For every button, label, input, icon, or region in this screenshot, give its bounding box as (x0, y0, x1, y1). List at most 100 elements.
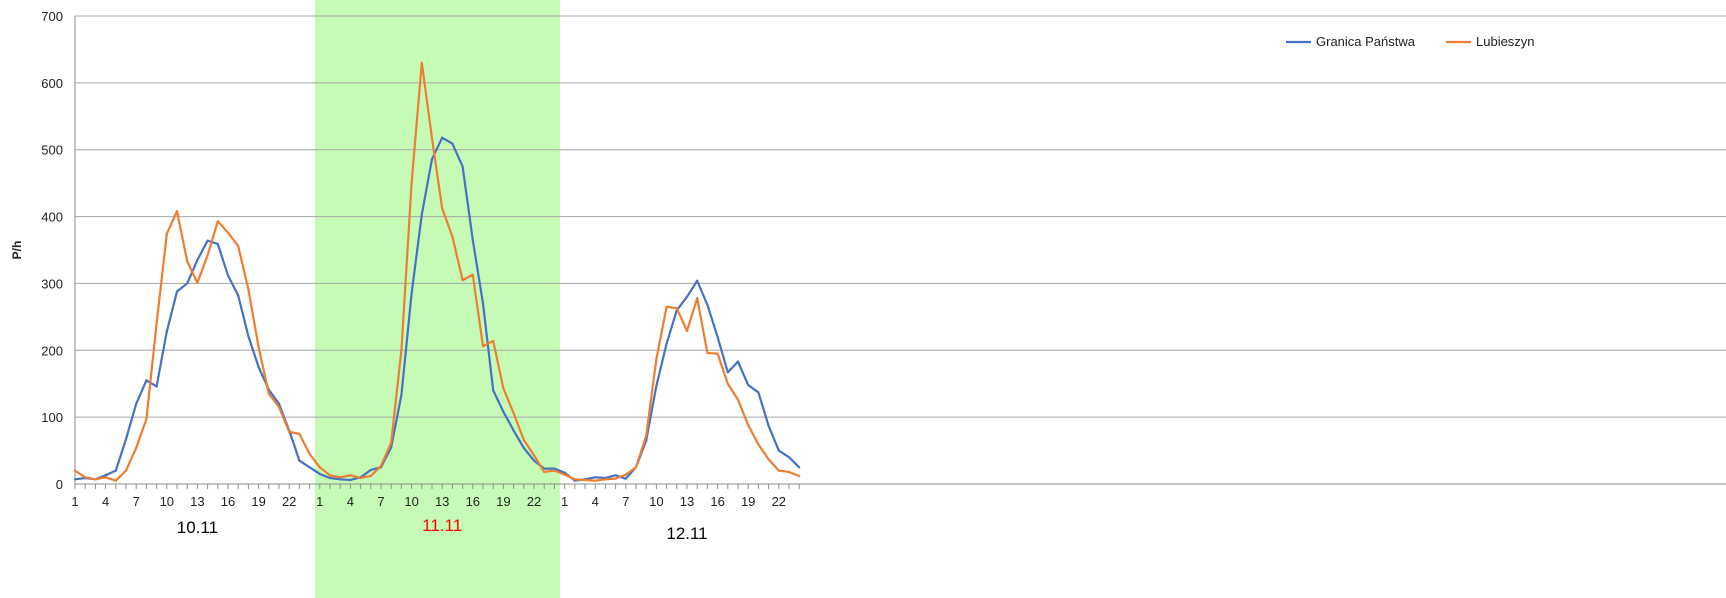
data-point (675, 307, 678, 310)
y-tick-label: 200 (41, 343, 63, 358)
data-point (328, 474, 332, 477)
day-label-11.11: 11.11 (422, 516, 462, 535)
data-point (196, 258, 199, 262)
x-tick-label: 22 (282, 494, 296, 509)
x-tick-label: 16 (710, 494, 724, 509)
data-point (206, 254, 209, 257)
data-point (359, 476, 362, 480)
data-point (736, 360, 740, 363)
data-point (502, 410, 505, 413)
data-point (716, 352, 719, 355)
data-point (645, 434, 648, 437)
data-point (308, 452, 311, 456)
data-point (104, 474, 107, 477)
data-point (767, 458, 770, 461)
data-point (563, 471, 566, 474)
data-point (471, 238, 474, 242)
x-tick-label: 1 (71, 494, 78, 509)
data-point (257, 345, 260, 349)
y-tick-label: 100 (41, 410, 63, 425)
data-point (186, 282, 189, 285)
y-tick-label: 300 (41, 276, 63, 291)
legend-entry: Lubieszyn (1476, 34, 1535, 49)
data-point (614, 477, 617, 480)
data-point (196, 281, 199, 284)
data-point (339, 478, 342, 481)
x-tick-label: 4 (592, 494, 599, 509)
data-point (73, 469, 77, 472)
data-point (94, 478, 97, 481)
data-point (247, 288, 250, 291)
data-point (461, 278, 464, 282)
y-tick-label: 400 (41, 210, 63, 225)
data-point (522, 446, 525, 449)
data-point (237, 244, 240, 248)
data-point (798, 466, 801, 469)
data-point (798, 474, 801, 478)
highlight-band-11.11 (314, 0, 560, 598)
data-point (226, 274, 230, 277)
data-point (277, 406, 281, 409)
x-tick-label: 4 (347, 494, 354, 509)
data-point (206, 239, 209, 242)
data-point (400, 393, 403, 397)
data-point (328, 476, 332, 480)
data-point (441, 136, 444, 139)
data-point (665, 342, 668, 345)
data-point (563, 473, 566, 476)
data-point (175, 210, 179, 213)
data-point (685, 329, 689, 332)
y-tick-label: 700 (41, 9, 63, 24)
x-tick-label: 10 (404, 494, 418, 509)
data-point (787, 456, 791, 459)
data-point (696, 297, 699, 300)
series-line-1 (74, 61, 800, 482)
data-point (481, 345, 485, 348)
day-label-10.11: 10.11 (177, 518, 218, 537)
data-point (124, 469, 128, 472)
data-point (410, 182, 413, 185)
data-point (430, 157, 434, 161)
data-point (706, 351, 709, 355)
data-point (318, 466, 321, 469)
data-point (308, 466, 311, 469)
data-point (339, 476, 342, 479)
data-point (492, 339, 495, 343)
data-point (532, 454, 536, 457)
data-point (767, 424, 770, 427)
legend-entry: Granica Państwa (1316, 34, 1416, 49)
data-point (349, 478, 352, 482)
data-point (277, 402, 281, 405)
x-tick-label: 13 (680, 494, 694, 509)
x-tick-label: 19 (251, 494, 265, 509)
data-point (522, 438, 525, 441)
data-point (390, 446, 393, 449)
data-point (512, 429, 515, 432)
data-point (257, 365, 260, 369)
x-tick-label: 1 (561, 494, 568, 509)
data-point (594, 476, 597, 479)
data-point (318, 472, 321, 476)
y-tick-label: 600 (41, 76, 63, 91)
data-point (614, 474, 617, 477)
data-point (175, 290, 179, 293)
data-point (451, 235, 454, 238)
x-tick-label: 22 (527, 494, 541, 509)
data-point (135, 402, 138, 405)
data-point (430, 137, 434, 140)
x-tick-label: 19 (741, 494, 755, 509)
x-tick-label: 16 (221, 494, 235, 509)
data-point (114, 479, 117, 482)
data-point (226, 231, 230, 234)
data-point (267, 392, 270, 395)
y-tick-label: 500 (41, 143, 63, 158)
data-point (165, 330, 168, 333)
data-point (573, 478, 576, 481)
data-point (757, 443, 760, 446)
x-tick-label: 19 (496, 494, 510, 509)
data-point (624, 473, 627, 476)
data-point (390, 441, 393, 444)
data-point (145, 418, 148, 421)
y-tick-label: 0 (56, 477, 63, 492)
